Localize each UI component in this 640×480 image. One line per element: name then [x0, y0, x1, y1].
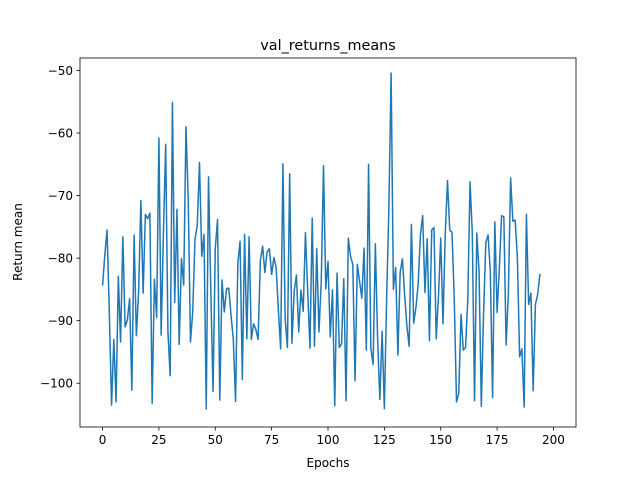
x-tick-label: 200 — [542, 433, 565, 447]
x-tick-label: 125 — [373, 433, 396, 447]
y-axis-label: Return mean — [11, 203, 25, 281]
series-layer — [101, 72, 541, 410]
y-axis: −100 −90 −80 −70 −60 −50 — [40, 64, 80, 391]
chart-title: val_returns_means — [260, 38, 396, 54]
x-tick-label: 0 — [99, 433, 107, 447]
y-tick-label: −100 — [40, 377, 73, 391]
x-tick-label: 50 — [208, 433, 223, 447]
x-axis-label: Epochs — [307, 456, 350, 470]
y-tick-label: −70 — [48, 189, 73, 203]
x-axis: 0 25 50 75 100 125 150 175 200 — [99, 427, 565, 447]
plot-area — [80, 58, 576, 427]
y-tick-label: −50 — [48, 64, 73, 78]
y-tick-label: −80 — [48, 251, 73, 265]
x-tick-label: 25 — [151, 433, 166, 447]
x-tick-label: 100 — [317, 433, 340, 447]
y-tick-label: −90 — [48, 314, 73, 328]
x-tick-label: 175 — [486, 433, 509, 447]
x-tick-label: 75 — [264, 433, 279, 447]
y-tick-label: −60 — [48, 126, 73, 140]
series-line — [101, 72, 541, 410]
x-tick-label: 150 — [429, 433, 452, 447]
